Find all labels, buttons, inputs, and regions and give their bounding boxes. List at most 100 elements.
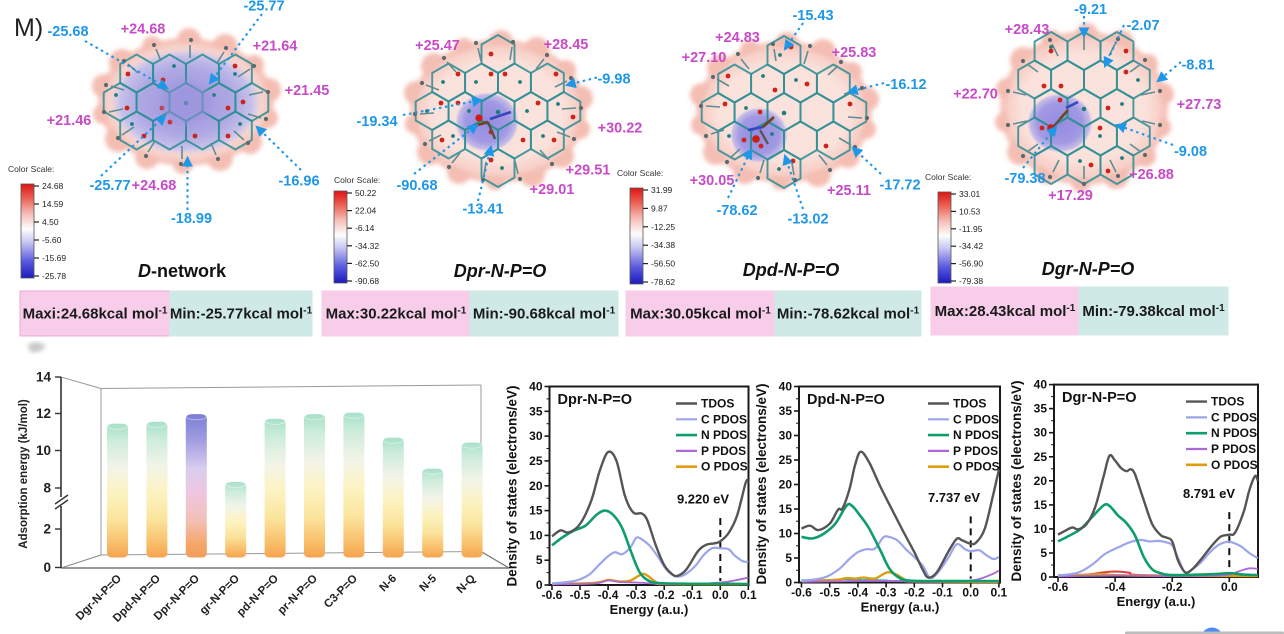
svg-text:+24.68: +24.68 [121,22,166,38]
svg-text:-25.77: -25.77 [243,0,284,15]
svg-text:-19.34: -19.34 [356,114,397,130]
svg-text:-79.38: -79.38 [959,276,983,286]
svg-text:Dgr-N-P=O: Dgr-N-P=O [1042,259,1135,279]
svg-text:30: 30 [1034,426,1048,440]
svg-text:5: 5 [785,551,792,565]
svg-text:31.99: 31.99 [651,185,673,195]
svg-text:+27.73: +27.73 [1177,97,1222,113]
svg-text:Energy (a.u.): Energy (a.u.) [610,602,689,617]
svg-text:TDOS: TDOS [701,397,734,411]
svg-text:0.1: 0.1 [991,586,1008,600]
svg-text:5: 5 [536,553,543,567]
svg-text:20: 20 [1034,474,1048,488]
svg-text:P PDOS: P PDOS [701,444,746,458]
svg-text:Energy (a.u.): Energy (a.u.) [861,600,940,615]
svg-text:-62.50: -62.50 [355,258,379,268]
svg-text:O PDOS: O PDOS [1211,458,1258,472]
svg-text:Density of states (electrons/e: Density of states (electrons/eV) [754,383,769,584]
svg-text:0: 0 [43,560,51,575]
svg-text:Dpr-N-P=O: Dpr-N-P=O [454,261,547,281]
svg-text:8: 8 [43,481,51,496]
svg-text:-90.68: -90.68 [355,276,379,286]
svg-text:-9.08: -9.08 [1174,144,1207,160]
svg-text:-0.4: -0.4 [848,586,869,600]
svg-text:-90.68: -90.68 [396,178,437,194]
svg-text:-0.5: -0.5 [570,588,591,602]
svg-text:-6.14: -6.14 [355,223,375,233]
svg-text:+25.47: +25.47 [415,38,460,54]
svg-text:-56.50: -56.50 [651,259,675,269]
svg-text:M): M) [14,14,43,42]
svg-text:22.04: 22.04 [355,206,377,216]
svg-text:30: 30 [779,429,793,443]
svg-text:+25.83: +25.83 [832,45,877,61]
svg-text:+26.88: +26.88 [1129,167,1174,183]
svg-text:30: 30 [529,429,543,443]
svg-text:P PDOS: P PDOS [953,444,998,458]
svg-text:7.737 eV: 7.737 eV [928,490,980,505]
svg-text:25: 25 [1034,450,1048,464]
svg-text:20: 20 [529,479,543,493]
svg-text:-17.72: -17.72 [879,178,920,194]
svg-text:-15.43: -15.43 [792,8,833,24]
svg-text:-9.21: -9.21 [1074,2,1107,18]
svg-text:+21.64: +21.64 [253,39,298,55]
svg-text:+22.70: +22.70 [953,87,998,103]
svg-text:-78.62: -78.62 [651,277,675,287]
svg-text:Dpr-N-P=O: Dpr-N-P=O [558,392,633,408]
svg-text:Density of states (electrons/e: Density of states (electrons/eV) [505,385,520,586]
svg-text:0.0: 0.0 [962,586,979,600]
svg-text:-0.1: -0.1 [932,586,953,600]
svg-text:+29.01: +29.01 [530,182,575,198]
svg-text:Density of states (electrons/e: Density of states (electrons/eV) [1009,380,1024,581]
svg-text:-0.2: -0.2 [654,588,675,602]
svg-text:-0.6: -0.6 [1048,580,1069,594]
svg-text:20: 20 [779,478,793,492]
svg-text:-8.81: -8.81 [1181,58,1214,74]
svg-text:Color Scale:: Color Scale: [8,164,54,174]
svg-text:-16.96: -16.96 [278,174,319,190]
svg-text:C PDOS: C PDOS [1211,410,1257,424]
svg-text:-25.78: -25.78 [42,271,66,281]
svg-text:35: 35 [779,404,793,418]
svg-text:+30.05: +30.05 [690,173,735,189]
svg-text:-0.3: -0.3 [876,586,897,600]
svg-text:-2.07: -2.07 [1126,18,1159,34]
svg-text:10: 10 [529,528,543,542]
svg-text:-0.2: -0.2 [904,586,925,600]
svg-text:-0.2: -0.2 [1162,580,1183,594]
svg-text:N PDOS: N PDOS [953,428,999,442]
svg-text:+28.45: +28.45 [544,37,589,53]
svg-text:-34.42: -34.42 [959,241,983,251]
svg-text:-78.62: -78.62 [716,203,757,219]
svg-text:Dgr-N-P=O: Dgr-N-P=O [1062,390,1137,406]
svg-text:-0.1: -0.1 [682,588,703,602]
svg-text:10.53: 10.53 [959,206,981,216]
svg-text:15: 15 [1034,498,1048,512]
svg-text:40: 40 [529,380,543,394]
svg-text:D-network: D-network [138,261,227,281]
svg-text:-13.02: -13.02 [787,212,828,228]
svg-text:33.01: 33.01 [959,189,981,199]
svg-text:+30.22: +30.22 [598,121,643,137]
svg-text:5: 5 [1040,546,1047,560]
svg-text:15: 15 [529,504,543,518]
svg-text:-13.41: -13.41 [462,202,503,218]
svg-text:O PDOS: O PDOS [953,460,1000,474]
svg-text:15: 15 [779,502,793,516]
svg-text:+24.83: +24.83 [715,30,760,46]
svg-text:-16.12: -16.12 [885,77,926,93]
svg-text:C PDOS: C PDOS [701,412,747,426]
svg-text:+17.29: +17.29 [1048,188,1093,204]
svg-text:-5.60: -5.60 [42,235,62,245]
svg-text:9.87: 9.87 [651,203,668,213]
svg-text:25: 25 [779,453,793,467]
svg-text:-0.6: -0.6 [542,588,563,602]
svg-text:-0.4: -0.4 [1105,580,1126,594]
svg-text:Color Scale:: Color Scale: [925,172,971,182]
svg-text:-56.90: -56.90 [959,259,983,269]
svg-text:35: 35 [529,404,543,418]
svg-text:Color Scale:: Color Scale: [617,168,663,178]
svg-text:Min:-25.77kcal mol-1: Min:-25.77kcal mol-1 [170,305,313,323]
svg-text:40: 40 [779,380,793,394]
